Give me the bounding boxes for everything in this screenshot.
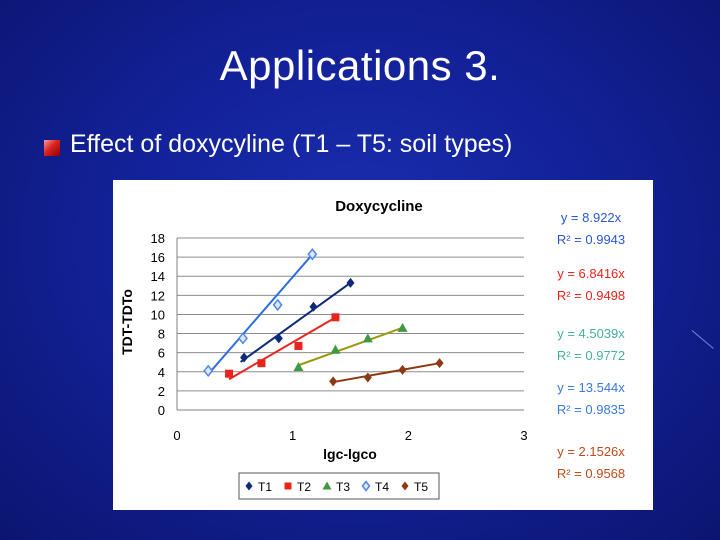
point-t2: [225, 369, 234, 378]
legend-marker-t5: [401, 481, 409, 491]
equation-t5: y = 2.1526x: [557, 444, 625, 459]
point-t5: [398, 364, 407, 375]
y-tick-label: 16: [151, 250, 165, 265]
y-tick-label: 18: [151, 231, 165, 246]
trendline-t1: [240, 282, 352, 363]
point-t2: [257, 359, 266, 368]
trendline-t5: [332, 362, 440, 384]
equation-t2: y = 6.8416x: [557, 266, 625, 281]
trendline-equations: y = 8.922x R² = 0.9943 y = 6.8416x R² = 0.9…: [557, 210, 625, 481]
y-tick-label: 6: [158, 346, 165, 361]
equation-t3: y = 4.5039x: [557, 326, 625, 341]
bullet-icon: [44, 140, 60, 156]
point-t5: [363, 372, 372, 383]
x-tick-label: 1: [289, 428, 296, 443]
point-t5: [329, 376, 338, 387]
legend: T1 T2 T3 T4 T5: [238, 472, 440, 500]
point-t1: [240, 352, 249, 363]
y-tick-label: 2: [158, 384, 165, 399]
axes: [176, 238, 524, 411]
legend-label-t5: T5: [414, 480, 428, 494]
x-axis-label: lgc-lgco: [323, 446, 377, 462]
decorative-line: [691, 330, 714, 349]
x-tick-label: 2: [405, 428, 412, 443]
series-group: [203, 248, 444, 387]
point-t4: [272, 298, 283, 312]
point-t3: [330, 344, 341, 354]
point-t3: [397, 322, 408, 332]
x-tick-label: 3: [520, 428, 527, 443]
point-t1: [346, 277, 355, 288]
x-tick-label: 0: [173, 428, 180, 443]
point-t1: [274, 333, 283, 344]
y-tick-label: 0: [158, 403, 165, 418]
legend-marker-t4: [361, 480, 371, 492]
y-tick-label: 4: [158, 365, 165, 380]
legend-label-t2: T2: [297, 480, 311, 494]
legend-label-t4: T4: [375, 480, 389, 494]
point-t4: [237, 332, 248, 345]
legend-marker-t2: [284, 482, 292, 490]
trendline-t2: [228, 316, 336, 381]
y-tick-label: 12: [151, 288, 165, 303]
chart-title: Doxycycline: [335, 198, 423, 215]
point-t3: [293, 362, 304, 371]
r-squared-t1: R² = 0.9943: [557, 232, 625, 247]
r-squared-t2: R² = 0.9498: [557, 288, 625, 303]
point-t4: [203, 364, 214, 378]
r-squared-t5: R² = 0.9568: [557, 466, 625, 481]
point-t1: [309, 301, 318, 312]
y-tick-label: 14: [151, 269, 165, 284]
equation-t1: y = 8.922x: [561, 210, 622, 225]
point-t5: [435, 358, 444, 369]
bullet-text: Effect of doxycyline (T1 – T5: soil type…: [70, 130, 513, 158]
r-squared-t3: R² = 0.9772: [557, 348, 625, 363]
trendline-t3: [298, 326, 403, 367]
slide-title: Applications 3.: [219, 42, 501, 89]
grid-lines: [177, 237, 524, 392]
legend-marker-t3: [322, 481, 332, 490]
trendline-t4: [207, 253, 314, 375]
point-t2: [331, 313, 340, 322]
point-t2: [294, 341, 303, 350]
legend-marker-t1: [245, 481, 253, 491]
legend-label-t3: T3: [336, 480, 350, 494]
y-axis-label: TDT-TDTo: [119, 289, 135, 355]
y-tick-label: 10: [151, 307, 165, 322]
y-tick-label: 8: [158, 327, 165, 342]
point-t3: [362, 333, 373, 343]
chart-card: Doxycycline lgc-lgco TDT-TDTo 0 2 4 6 8 10 12 1…: [113, 180, 653, 510]
r-squared-t4: R² = 0.9835: [557, 402, 625, 417]
legend-label-t1: T1: [258, 480, 272, 494]
doxycycline-chart: Doxycycline lgc-lgco TDT-TDTo 0246810121…: [119, 198, 625, 500]
point-t4: [307, 248, 318, 261]
equation-t4: y = 13.544x: [557, 380, 625, 395]
